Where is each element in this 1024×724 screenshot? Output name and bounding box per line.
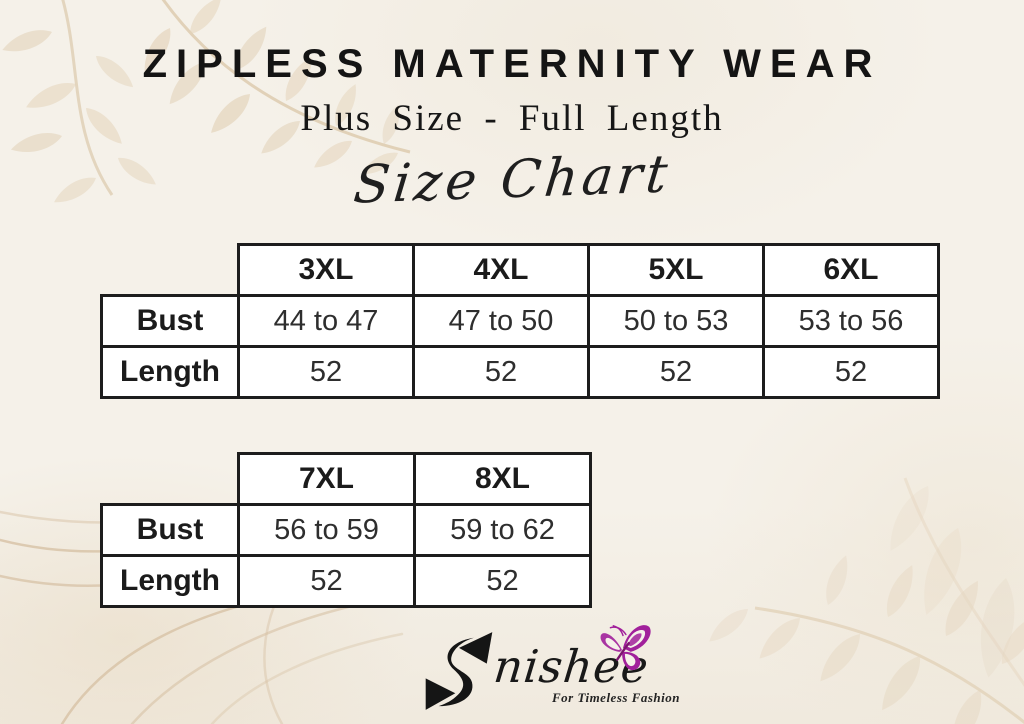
length-value-6xl: 52 xyxy=(762,345,940,399)
size-header-6xl: 6XL xyxy=(762,243,940,297)
length-value-3xl: 52 xyxy=(237,345,415,399)
bust-value-5xl: 50 to 53 xyxy=(587,294,765,348)
script-heading-wrap: Size Chart xyxy=(0,144,1024,215)
bust-value-3xl: 44 to 47 xyxy=(237,294,415,348)
size-header-8xl: 8XL xyxy=(413,452,592,506)
corner-cell xyxy=(102,454,239,505)
length-value-7xl: 52 xyxy=(237,554,416,608)
corner-cell xyxy=(102,245,239,296)
size-table-7xl-8xl: 7XL 8XL Bust 56 to 59 59 to 62 Length 52… xyxy=(100,452,592,608)
brand-tagline: For Timeless Fashion xyxy=(552,690,680,705)
brand-logo: nishee For Timeless Fashion xyxy=(418,624,686,720)
table-row: Bust 44 to 47 47 to 50 50 to 53 53 to 56 xyxy=(100,294,940,348)
length-value-8xl: 52 xyxy=(413,554,592,608)
table-row: Bust 56 to 59 59 to 62 xyxy=(100,503,592,557)
butterfly-icon xyxy=(600,625,651,671)
bust-value-7xl: 56 to 59 xyxy=(237,503,416,557)
table-row: Length 52 52 xyxy=(100,554,592,608)
size-table-3xl-6xl: 3XL 4XL 5XL 6XL Bust 44 to 47 47 to 50 5… xyxy=(100,243,940,399)
row-label-length: Length xyxy=(100,345,240,399)
row-label-bust: Bust xyxy=(100,294,240,348)
row-label-bust: Bust xyxy=(100,503,240,557)
table-row: 7XL 8XL xyxy=(102,452,592,506)
s-monogram-icon xyxy=(425,632,493,710)
size-header-3xl: 3XL xyxy=(237,243,415,297)
script-heading: Size Chart xyxy=(350,144,674,216)
table-row: 3XL 4XL 5XL 6XL xyxy=(102,243,940,297)
bust-value-6xl: 53 to 56 xyxy=(762,294,940,348)
length-value-5xl: 52 xyxy=(587,345,765,399)
bust-value-8xl: 59 to 62 xyxy=(413,503,592,557)
table-row: Length 52 52 52 52 xyxy=(100,345,940,399)
size-header-5xl: 5XL xyxy=(587,243,765,297)
page-title: ZIPLESS MATERNITY WEAR xyxy=(142,42,882,86)
row-label-length: Length xyxy=(100,554,240,608)
length-value-4xl: 52 xyxy=(412,345,590,399)
page-subtitle: Plus Size - Full Length xyxy=(300,98,724,139)
size-header-4xl: 4XL xyxy=(412,243,590,297)
size-header-7xl: 7XL xyxy=(237,452,416,506)
bust-value-4xl: 47 to 50 xyxy=(412,294,590,348)
